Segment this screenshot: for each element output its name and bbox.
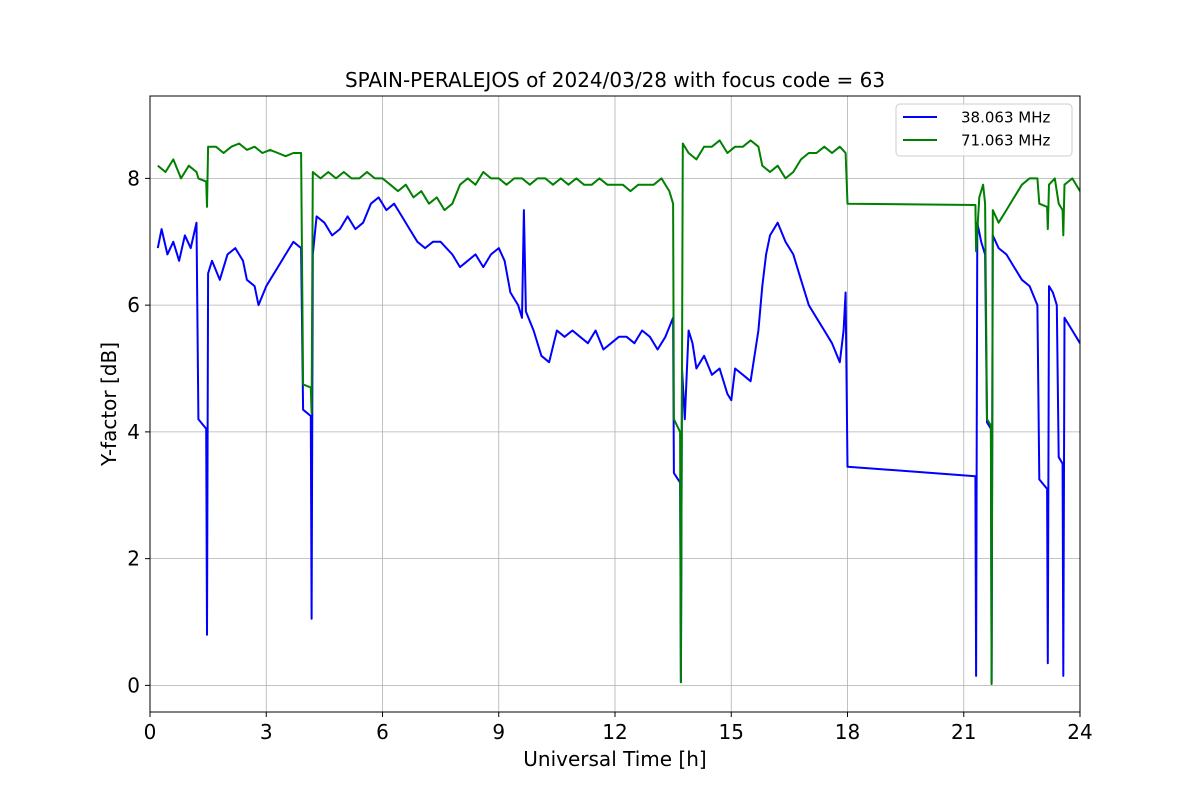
series-lines <box>156 139 1081 686</box>
y-axis-label: Y-factor [dB] <box>97 342 121 467</box>
chart-title: SPAIN-PERALEJOS of 2024/03/28 with focus… <box>345 68 885 92</box>
x-tick-label: 3 <box>260 720 273 744</box>
y-tick-label: 8 <box>127 166 140 190</box>
legend: 38.063 MHz 71.063 MHz <box>895 103 1073 157</box>
x-tick-label: 24 <box>1067 720 1092 744</box>
x-tick-label: 15 <box>719 720 744 744</box>
x-tick-label: 6 <box>376 720 389 744</box>
x-tick-label: 21 <box>951 720 976 744</box>
series-line-71mhz <box>157 139 1081 686</box>
x-tick-label: 12 <box>602 720 627 744</box>
x-tick-label: 18 <box>835 720 860 744</box>
y-tick-label: 6 <box>127 293 140 317</box>
x-tick-label: 0 <box>144 720 157 744</box>
legend-label-38mhz: 38.063 MHz <box>961 109 1050 127</box>
series-line-38mhz <box>156 196 1081 684</box>
x-axis-label: Universal Time [h] <box>523 747 706 771</box>
x-tick-label: 9 <box>492 720 505 744</box>
y-tick-label: 4 <box>127 420 140 444</box>
legend-label-71mhz: 71.063 MHz <box>961 132 1050 150</box>
legend-box <box>895 103 1073 157</box>
y-tick-label: 0 <box>127 673 140 697</box>
y-tick-label: 2 <box>127 547 140 571</box>
